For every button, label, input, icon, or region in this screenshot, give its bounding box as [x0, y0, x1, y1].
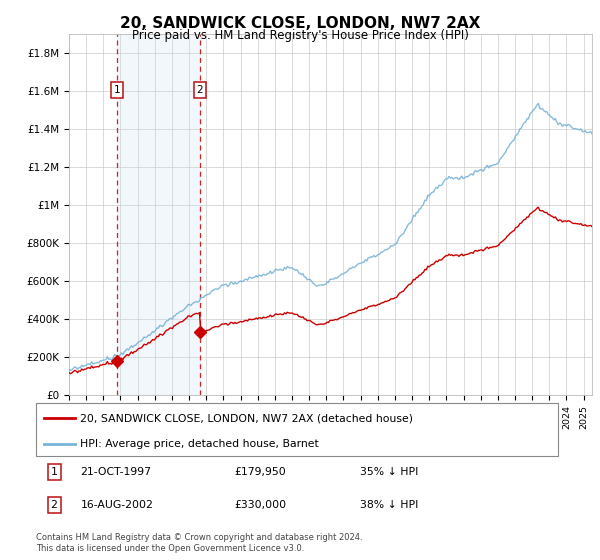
Text: 2: 2 — [50, 500, 58, 510]
Text: 16-AUG-2002: 16-AUG-2002 — [80, 500, 153, 510]
Bar — [117, 34, 200, 395]
Text: £179,950: £179,950 — [235, 467, 286, 477]
Text: 38% ↓ HPI: 38% ↓ HPI — [359, 500, 418, 510]
Text: 35% ↓ HPI: 35% ↓ HPI — [359, 467, 418, 477]
Text: 1: 1 — [50, 467, 58, 477]
Text: HPI: Average price, detached house, Barnet: HPI: Average price, detached house, Barn… — [80, 438, 319, 449]
Text: Price paid vs. HM Land Registry's House Price Index (HPI): Price paid vs. HM Land Registry's House … — [131, 29, 469, 42]
Text: 20, SANDWICK CLOSE, LONDON, NW7 2AX (detached house): 20, SANDWICK CLOSE, LONDON, NW7 2AX (det… — [80, 413, 413, 423]
Text: £330,000: £330,000 — [235, 500, 286, 510]
Text: Contains HM Land Registry data © Crown copyright and database right 2024.
This d: Contains HM Land Registry data © Crown c… — [36, 533, 362, 553]
Text: 20, SANDWICK CLOSE, LONDON, NW7 2AX: 20, SANDWICK CLOSE, LONDON, NW7 2AX — [120, 16, 480, 31]
Text: 21-OCT-1997: 21-OCT-1997 — [80, 467, 151, 477]
FancyBboxPatch shape — [36, 403, 558, 456]
Text: 1: 1 — [114, 85, 121, 95]
Text: 2: 2 — [197, 85, 203, 95]
